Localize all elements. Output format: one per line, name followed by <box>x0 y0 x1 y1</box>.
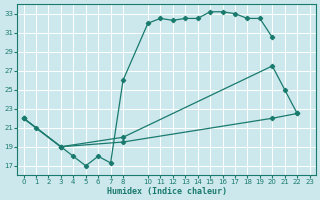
X-axis label: Humidex (Indice chaleur): Humidex (Indice chaleur) <box>107 187 227 196</box>
